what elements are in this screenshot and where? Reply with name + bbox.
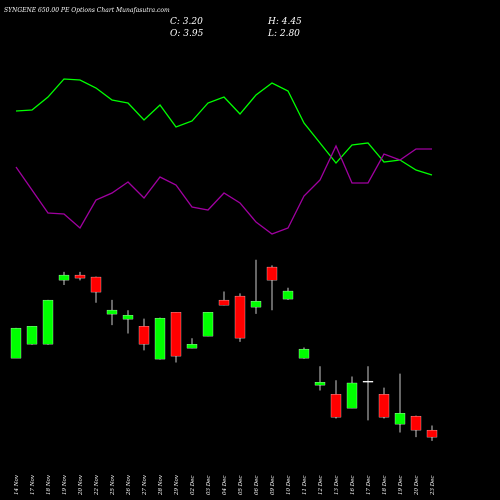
x-tick-label: 16 Dec bbox=[350, 476, 356, 496]
x-tick-label: 04 Dec bbox=[222, 476, 228, 496]
x-tick-label: 17 Nov bbox=[30, 474, 36, 495]
candle-body bbox=[410, 415, 422, 431]
x-tick-label: 20 Dec bbox=[414, 476, 420, 497]
candle-body bbox=[266, 266, 278, 281]
x-tick-label: 02 Dec bbox=[190, 476, 196, 496]
summary-high: H: 4.45 bbox=[267, 17, 302, 27]
x-tick-label: 14 Nov bbox=[14, 474, 20, 495]
x-tick-label: 17 Dec bbox=[366, 476, 372, 496]
x-tick-label: 23 Dec bbox=[430, 476, 436, 497]
candle-body bbox=[218, 299, 230, 306]
x-tick-label: 10 Dec bbox=[286, 476, 292, 496]
x-tick-label: 18 Dec bbox=[382, 476, 388, 496]
candle-body bbox=[154, 317, 166, 360]
candle-body bbox=[298, 348, 310, 359]
candle-body bbox=[26, 326, 38, 345]
candle-body bbox=[186, 344, 198, 349]
x-tick-label: 22 Nov bbox=[94, 474, 100, 496]
x-tick-label: 06 Dec bbox=[254, 476, 260, 496]
indicator-line bbox=[15, 78, 433, 176]
x-tick-label: 18 Nov bbox=[46, 474, 52, 495]
candle-body bbox=[394, 412, 406, 425]
x-tick-label: 11 Dec bbox=[302, 476, 308, 496]
candle-body bbox=[58, 274, 70, 281]
x-tick-label: 05 Dec bbox=[238, 476, 244, 496]
candle-body bbox=[330, 394, 342, 418]
x-tick-label: 13 Dec bbox=[334, 476, 340, 496]
candle-body bbox=[90, 276, 102, 293]
candle-body bbox=[202, 312, 214, 337]
candle-body bbox=[122, 314, 134, 320]
summary-low: L: 2.80 bbox=[267, 29, 300, 39]
candle-body bbox=[346, 382, 358, 409]
indicator-line bbox=[15, 144, 432, 235]
candle-body bbox=[378, 394, 390, 418]
candle-body bbox=[426, 429, 438, 438]
candle-body bbox=[106, 309, 118, 315]
x-tick-label: 03 Dec bbox=[206, 476, 212, 496]
x-tick-label: 09 Dec bbox=[270, 476, 276, 496]
candle-body bbox=[234, 295, 246, 339]
candle-body bbox=[74, 274, 86, 279]
candle-body bbox=[10, 327, 22, 359]
x-tick-label: 20 Nov bbox=[78, 474, 84, 496]
x-tick-label: 28 Nov bbox=[158, 474, 164, 496]
summary-open: O: 3.95 bbox=[170, 29, 204, 39]
candle-body bbox=[42, 299, 54, 345]
candle-body bbox=[138, 326, 150, 345]
chart-title: SYNGENE 650.00 PE Options Chart Munafasu… bbox=[4, 7, 170, 14]
candle-body bbox=[170, 312, 182, 357]
candle-body bbox=[282, 290, 294, 300]
x-tick-label: 29 Nov bbox=[174, 474, 180, 496]
summary-close: C: 3.20 bbox=[170, 17, 203, 27]
x-tick-label: 12 Dec bbox=[318, 476, 324, 496]
candle-body bbox=[314, 382, 326, 386]
x-tick-label: 26 Nov bbox=[126, 474, 132, 496]
x-tick-label: 25 Nov bbox=[110, 474, 116, 496]
x-tick-label: 27 Nov bbox=[142, 474, 148, 496]
x-tick-label: 19 Dec bbox=[398, 476, 404, 496]
x-tick-label: 19 Nov bbox=[62, 474, 68, 495]
candle-body bbox=[362, 380, 374, 383]
candle-body bbox=[250, 300, 262, 308]
